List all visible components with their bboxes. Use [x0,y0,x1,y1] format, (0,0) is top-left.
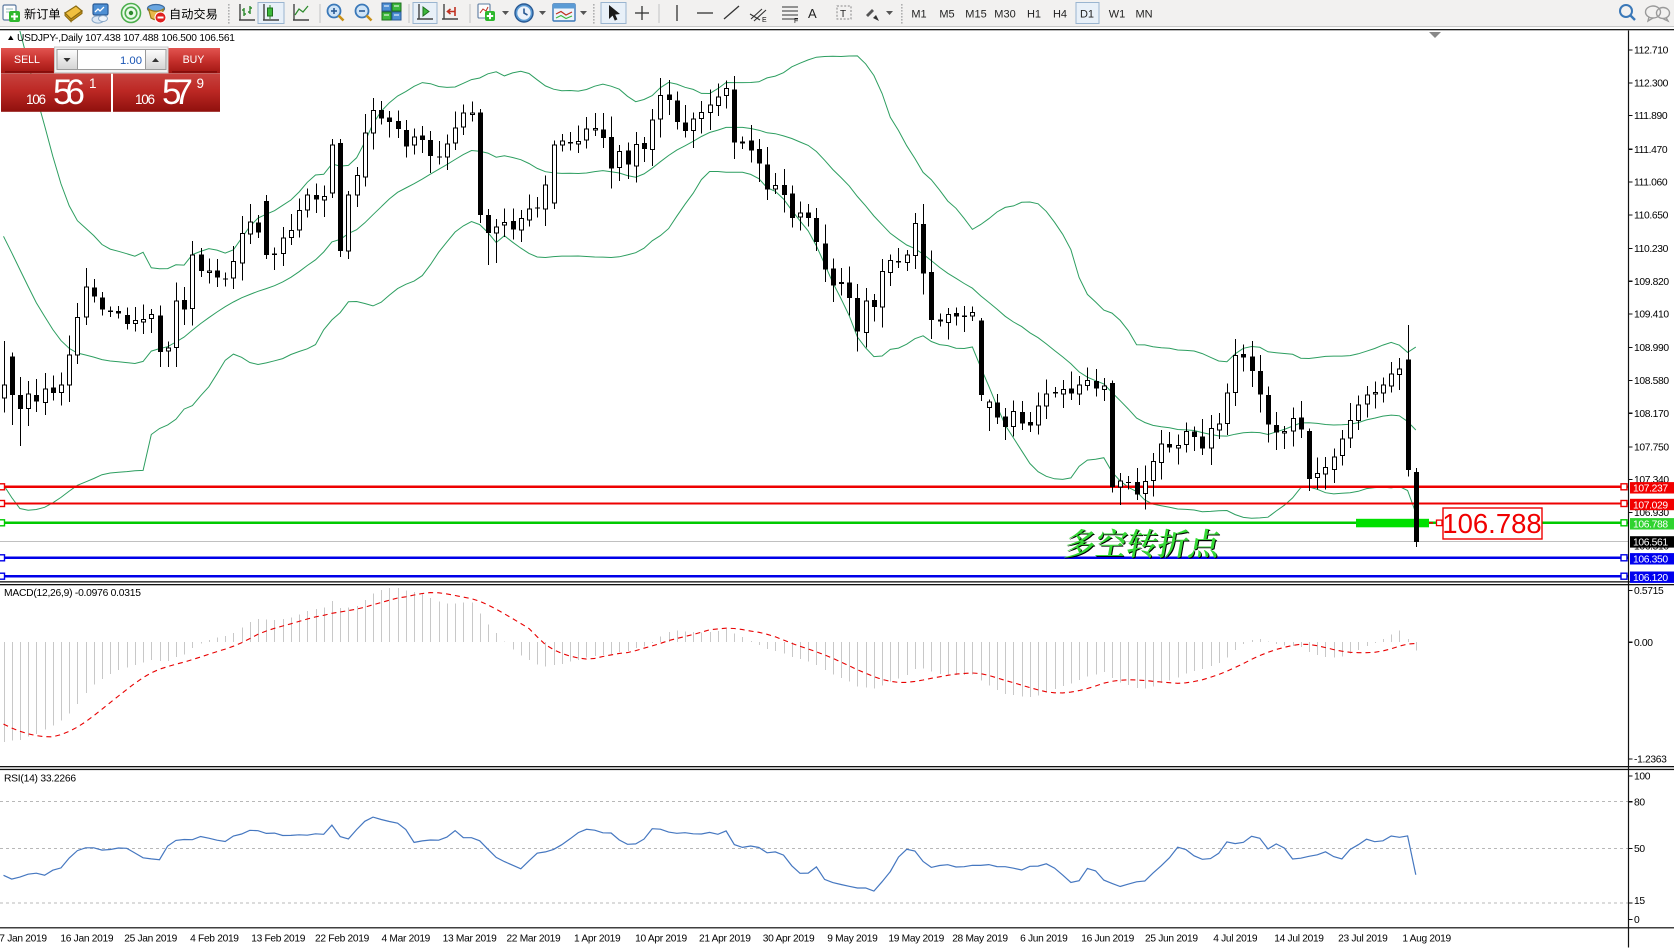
svg-text:80: 80 [1634,797,1645,808]
svg-text:H4: H4 [1053,9,1067,21]
svg-text:107.029: 107.029 [1633,500,1668,511]
svg-text:112.300: 112.300 [1634,78,1669,89]
svg-text:30 Apr 2019: 30 Apr 2019 [763,934,815,945]
svg-text:-1.2363: -1.2363 [1634,755,1667,766]
svg-text:W1: W1 [1109,9,1126,21]
svg-text:10 Apr 2019: 10 Apr 2019 [635,934,687,945]
svg-text:M15: M15 [965,9,986,21]
svg-text:23 Jul 2019: 23 Jul 2019 [1338,934,1388,945]
svg-text:16 Jun 2019: 16 Jun 2019 [1081,934,1134,945]
svg-text:107.750: 107.750 [1634,442,1669,453]
svg-text:22 Feb 2019: 22 Feb 2019 [315,934,370,945]
svg-text:110.230: 110.230 [1634,244,1669,255]
svg-text:106: 106 [26,92,46,107]
svg-text:112.710: 112.710 [1634,46,1669,57]
svg-text:19 May 2019: 19 May 2019 [888,934,944,945]
svg-text:M1: M1 [911,9,926,21]
svg-text:108.580: 108.580 [1634,376,1669,387]
svg-text:13 Mar 2019: 13 Mar 2019 [443,934,498,945]
svg-text:106.561: 106.561 [1633,538,1668,549]
svg-text:25 Jan 2019: 25 Jan 2019 [124,934,177,945]
svg-text:106.788: 106.788 [1442,508,1541,539]
svg-text:1.00: 1.00 [120,55,142,67]
svg-text:22 Mar 2019: 22 Mar 2019 [506,934,561,945]
svg-text:106: 106 [135,92,155,107]
svg-text:7 Jan 2019: 7 Jan 2019 [0,934,47,945]
svg-text:M5: M5 [939,9,954,21]
svg-text:50: 50 [1634,844,1645,855]
svg-text:H1: H1 [1027,9,1041,21]
svg-text:108.990: 108.990 [1634,343,1669,354]
svg-text:28 May 2019: 28 May 2019 [952,934,1008,945]
svg-text:0.5715: 0.5715 [1634,586,1664,597]
svg-text:USDJPY-,Daily 107.438 107.488: USDJPY-,Daily 107.438 107.488 106.500 10… [17,33,235,44]
svg-text:0.00: 0.00 [1634,638,1653,649]
svg-text:111.470: 111.470 [1634,145,1668,156]
svg-text:T: T [840,9,846,20]
svg-text:9 May 2019: 9 May 2019 [827,934,878,945]
svg-text:D1: D1 [1080,9,1094,21]
svg-text:25 Jun 2019: 25 Jun 2019 [1145,934,1198,945]
svg-text:1 Aug 2019: 1 Aug 2019 [1402,934,1451,945]
svg-text:MACD(12,26,9) -0.0976 0.0315: MACD(12,26,9) -0.0976 0.0315 [4,588,141,599]
svg-text:107.237: 107.237 [1633,484,1668,495]
svg-text:M30: M30 [994,9,1015,21]
svg-text:4 Jul 2019: 4 Jul 2019 [1213,934,1258,945]
svg-text:9: 9 [197,76,205,91]
svg-text:56: 56 [53,73,85,112]
svg-text:14 Jul 2019: 14 Jul 2019 [1274,934,1324,945]
svg-text:109.820: 109.820 [1634,277,1669,288]
svg-text:106.120: 106.120 [1633,573,1668,584]
svg-text:6 Jun 2019: 6 Jun 2019 [1020,934,1068,945]
svg-text:108.170: 108.170 [1634,409,1669,420]
svg-text:111.060: 111.060 [1634,178,1668,189]
svg-text:57: 57 [162,73,193,112]
svg-text:16 Jan 2019: 16 Jan 2019 [60,934,113,945]
svg-text:4 Feb 2019: 4 Feb 2019 [190,934,239,945]
svg-text:BUY: BUY [183,54,205,66]
svg-text:4 Mar 2019: 4 Mar 2019 [382,934,431,945]
svg-text:109.410: 109.410 [1634,310,1669,321]
svg-text:100: 100 [1634,772,1651,783]
svg-text:A: A [808,6,817,21]
svg-text:SELL: SELL [14,54,40,66]
svg-text:107.340: 107.340 [1634,475,1669,486]
svg-text:106.788: 106.788 [1633,520,1668,531]
svg-text:106.350: 106.350 [1633,555,1668,566]
svg-text:F: F [794,18,798,25]
svg-text:E: E [762,17,767,24]
svg-text:1: 1 [89,76,97,91]
svg-text:MN: MN [1135,9,1152,21]
svg-text:111.890: 111.890 [1634,111,1668,122]
svg-text:15: 15 [1634,896,1645,907]
svg-text:0: 0 [1634,915,1640,926]
svg-text:13 Feb 2019: 13 Feb 2019 [251,934,306,945]
svg-text:1 Apr 2019: 1 Apr 2019 [574,934,621,945]
svg-text:RSI(14) 33.2266: RSI(14) 33.2266 [4,774,76,785]
svg-text:110.650: 110.650 [1634,210,1669,221]
svg-text:106.930: 106.930 [1634,508,1669,519]
svg-text:21 Apr 2019: 21 Apr 2019 [699,934,751,945]
